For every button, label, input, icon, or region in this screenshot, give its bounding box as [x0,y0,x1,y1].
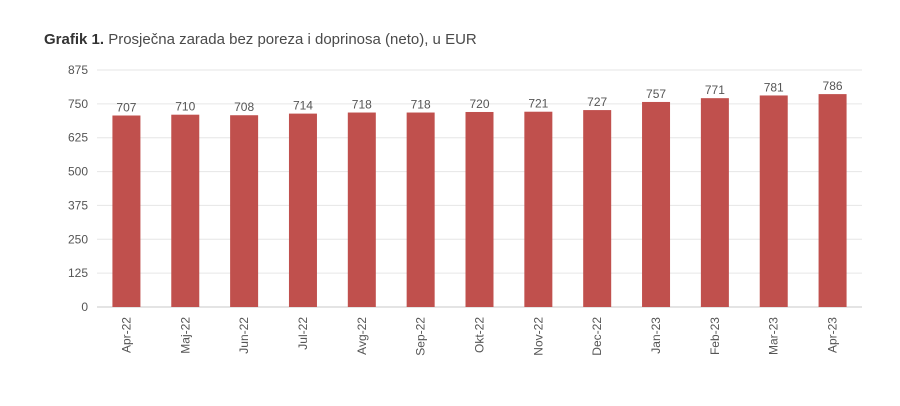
bar [524,111,553,307]
x-tick-label: Apr-22 [119,317,133,353]
data-label: 718 [352,98,372,112]
bars [112,94,847,308]
x-tick-label: Jan-23 [649,317,663,354]
data-label: 786 [823,79,843,93]
x-tick-label: Nov-22 [531,317,545,356]
data-label: 714 [293,99,313,113]
data-label: 707 [116,101,136,115]
y-tick-label: 0 [81,300,88,314]
data-label: 727 [587,95,607,109]
y-tick-label: 750 [68,97,88,111]
x-tick-label: Mar-23 [767,317,781,355]
x-tick-label: Jul-22 [296,317,310,350]
data-label: 720 [469,97,489,111]
data-labels: 707 710 708 714 718 718 720 721 727 757 771 781 786 [116,79,843,114]
bar [347,112,376,308]
data-label: 771 [705,83,725,97]
data-label: 721 [528,97,548,111]
bar [759,95,788,307]
y-tick-label: 625 [68,131,88,145]
data-label: 757 [646,87,666,101]
y-tick-label: 375 [68,198,88,212]
chart-title: Grafik 1. Prosječna zarada bez poreza i … [44,31,477,48]
data-label: 710 [175,100,195,114]
data-label: 781 [764,80,784,94]
bar [171,114,200,307]
bar [288,113,317,307]
x-tick-label: Avg-22 [355,317,369,355]
x-axis: Apr-22 Maj-22 Jun-22 Jul-22 Avg-22 Sep-22 Okt-… [119,317,839,356]
data-label: 718 [411,98,431,112]
data-label: 708 [234,100,254,114]
bar [465,111,494,308]
y-tick-label: 125 [68,266,88,280]
y-tick-label: 250 [68,232,88,246]
chart-title-prefix: Grafik 1. [44,31,105,48]
y-tick-label: 875 [68,63,88,77]
bar [583,110,612,308]
x-tick-label: Maj-22 [178,317,192,354]
x-tick-label: Dec-22 [590,317,604,356]
x-tick-label: Sep-22 [414,317,428,356]
x-tick-label: Feb-23 [708,317,722,355]
bar [406,112,435,308]
bar [700,98,729,307]
x-tick-label: Jun-22 [237,317,251,354]
chart-title-text: Prosječna zarada bez poreza i doprinosa … [108,31,477,48]
bar [642,101,671,307]
y-tick-label: 500 [68,165,88,179]
gridlines [97,69,862,308]
x-tick-label: Okt-22 [473,317,487,353]
bar [112,115,141,307]
bar [230,115,259,307]
y-axis: 0 125 250 375 500 625 750 875 [68,63,88,314]
bar [818,94,847,307]
x-tick-label: Apr-23 [826,317,840,353]
